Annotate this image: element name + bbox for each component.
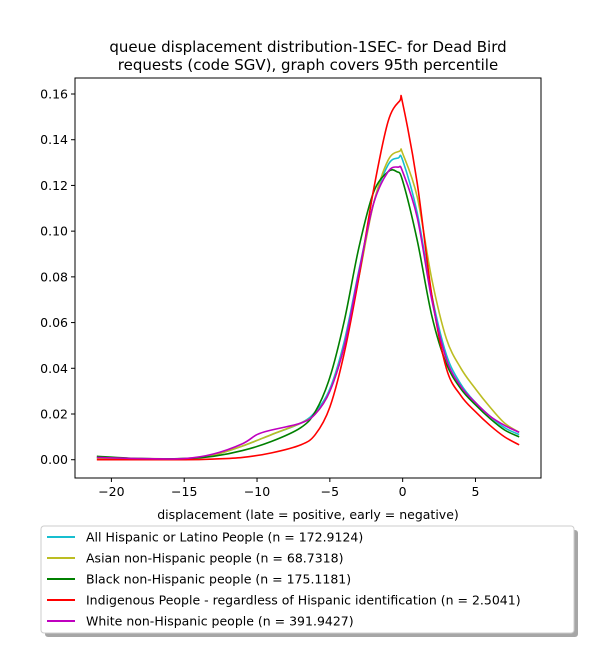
y-tick-label: 0.10 — [40, 224, 68, 239]
y-tick-label: 0.12 — [40, 178, 68, 193]
series-lines — [96, 94, 520, 461]
y-tick-label: 0.00 — [40, 452, 68, 467]
y-tick-label: 0.02 — [40, 407, 68, 422]
x-tick-label: −10 — [244, 484, 270, 499]
axis-ticks: −20 −15 −10 −5 0 5 0.00 0.02 0.04 0.06 0.08 0.10 0.1… — [40, 87, 479, 500]
y-tick-label: 0.14 — [40, 132, 68, 147]
y-tick-label: 0.06 — [40, 315, 68, 330]
y-tick-label: 0.04 — [40, 361, 68, 376]
legend-label: Asian non-Hispanic people (n = 68.7318) — [86, 551, 343, 566]
series-line-4 — [96, 94, 520, 461]
x-tick-label: 5 — [471, 484, 479, 499]
chart-title-line-2: requests (code SGV), graph covers 95th p… — [118, 56, 498, 74]
plot-frame — [74, 77, 542, 479]
x-tick-label: −5 — [321, 484, 339, 499]
legend-label: Black non-Hispanic people (n = 175.1181) — [86, 572, 351, 587]
legend-box — [40, 525, 575, 634]
x-axis-label: displacement (late = positive, early = n… — [157, 507, 459, 522]
y-tick-label: 0.08 — [40, 269, 68, 284]
legend-label: White non-Hispanic people (n = 391.9427) — [86, 614, 354, 629]
x-tick-label: −20 — [98, 484, 124, 499]
chart-title-line-1: queue displacement distribution-1SEC- fo… — [109, 38, 506, 56]
plot-area — [74, 77, 542, 479]
series-line-5 — [96, 165, 520, 460]
x-tick-label: 0 — [399, 484, 407, 499]
x-tick-label: −15 — [171, 484, 197, 499]
legend-entries: All Hispanic or Latino People (n = 172.9… — [47, 530, 521, 629]
y-tick-label: 0.16 — [40, 87, 68, 102]
legend: All Hispanic or Latino People (n = 172.9… — [40, 525, 578, 637]
legend-label: Indigenous People - regardless of Hispan… — [86, 593, 521, 608]
legend-label: All Hispanic or Latino People (n = 172.9… — [86, 530, 363, 545]
